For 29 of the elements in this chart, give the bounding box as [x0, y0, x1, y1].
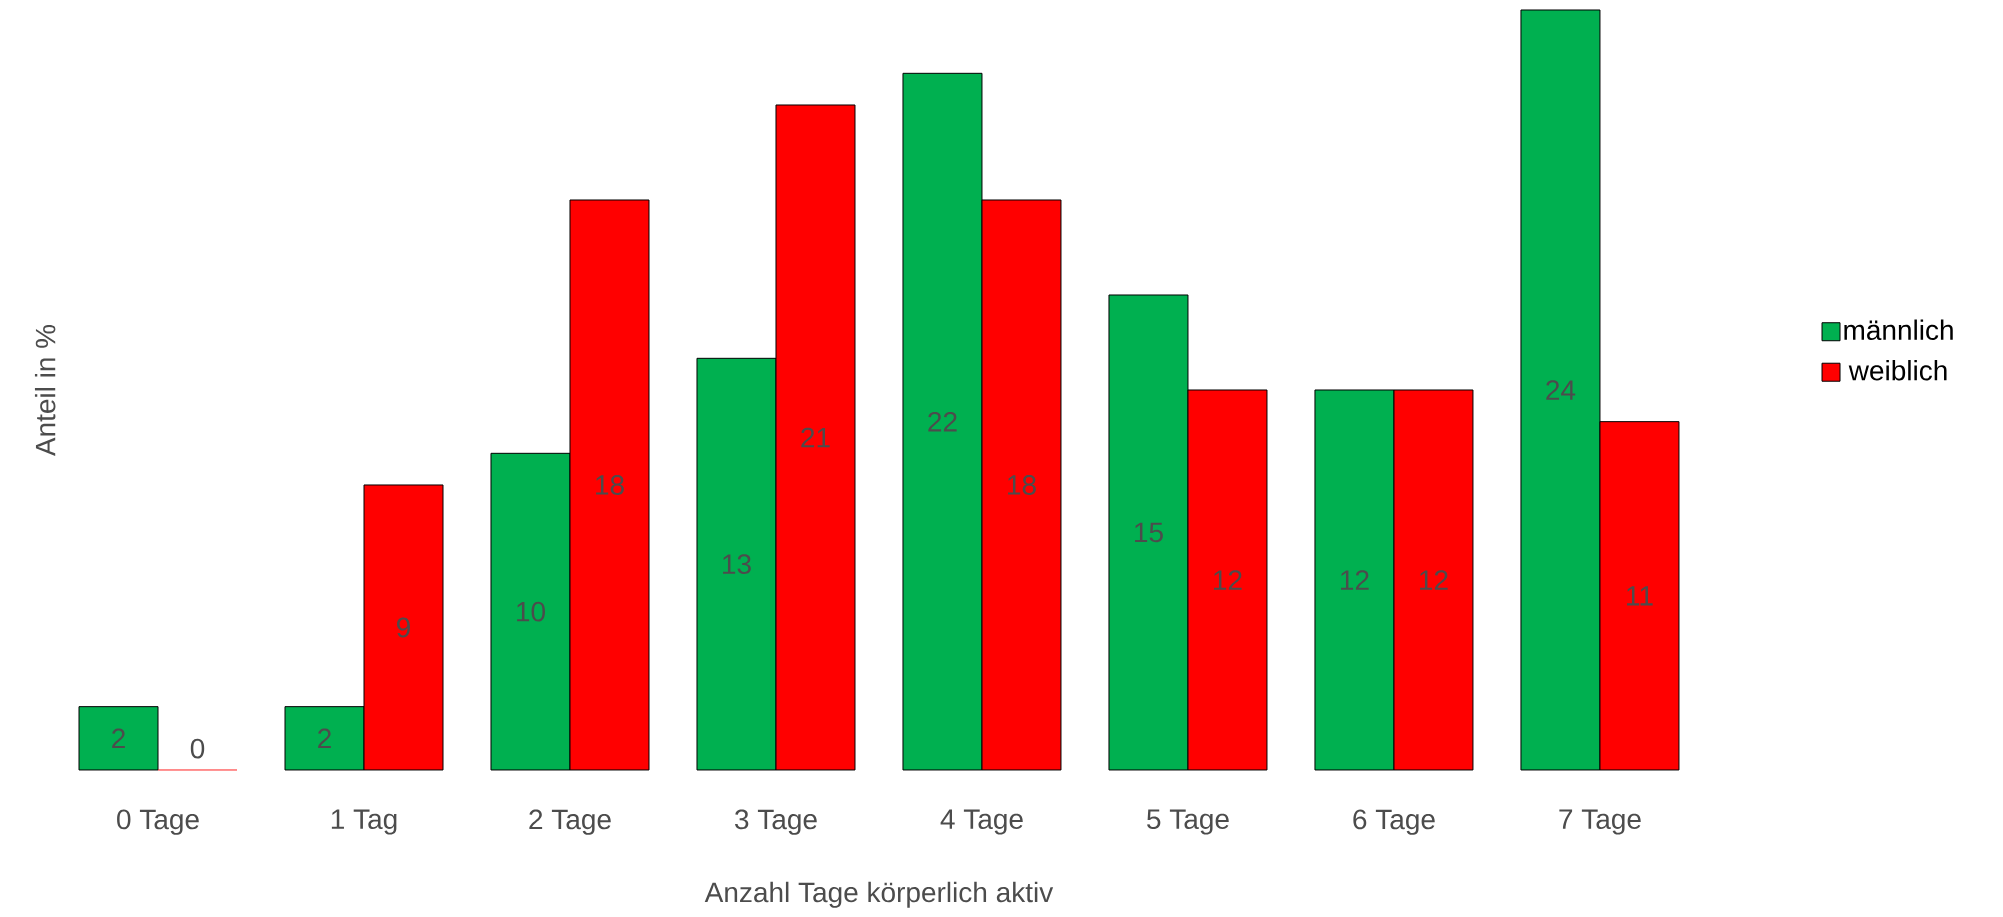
data-label: 12 [1341, 570, 1369, 590]
x-tick-label: 5 Tage [1147, 809, 1229, 835]
data-label: 2 [112, 728, 125, 749]
data-label: 12 [1214, 570, 1242, 590]
x-tick-label: 3 Tage [735, 809, 817, 835]
data-label: 10 [517, 601, 545, 622]
data-label: 11 [1627, 586, 1653, 606]
data-label: 0 [190, 738, 205, 759]
data-label: 22 [928, 411, 957, 432]
x-tick-label: 4 Tage [940, 809, 1023, 835]
bar [78, 706, 159, 771]
data-label: 24 [1546, 380, 1576, 400]
data-label: 15 [1135, 522, 1163, 543]
data-label: 12 [1420, 570, 1448, 590]
x-axis-title: Anzahl Tage körperlich aktiv [704, 881, 1054, 908]
data-label: 18 [596, 475, 624, 495]
x-tick-label: 2 Tage [529, 809, 611, 835]
x-tick-label: 1 Tag [331, 809, 397, 835]
data-label: 9 [397, 617, 410, 638]
legend-label: männlich [1844, 319, 1953, 340]
x-tick-label: 0 Tage [117, 809, 199, 835]
data-label: 2 [318, 728, 331, 749]
data-label: 18 [1008, 475, 1036, 495]
x-tick-label: 6 Tage [1353, 809, 1435, 835]
legend-label: weiblich [1848, 359, 1947, 381]
data-label: 21 [801, 427, 830, 448]
x-tick-label: 7 Tage [1559, 809, 1641, 835]
y-axis-title: Anteil in % [34, 324, 56, 457]
data-label: 13 [723, 554, 751, 574]
